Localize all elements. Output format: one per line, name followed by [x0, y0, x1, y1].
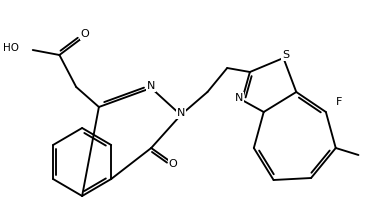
Text: N: N: [147, 81, 155, 91]
Text: N: N: [177, 108, 185, 118]
Text: O: O: [81, 29, 89, 39]
Text: S: S: [282, 50, 289, 60]
Text: N: N: [235, 93, 243, 103]
Text: F: F: [336, 97, 342, 107]
Text: HO: HO: [3, 43, 19, 53]
Text: O: O: [169, 159, 177, 169]
